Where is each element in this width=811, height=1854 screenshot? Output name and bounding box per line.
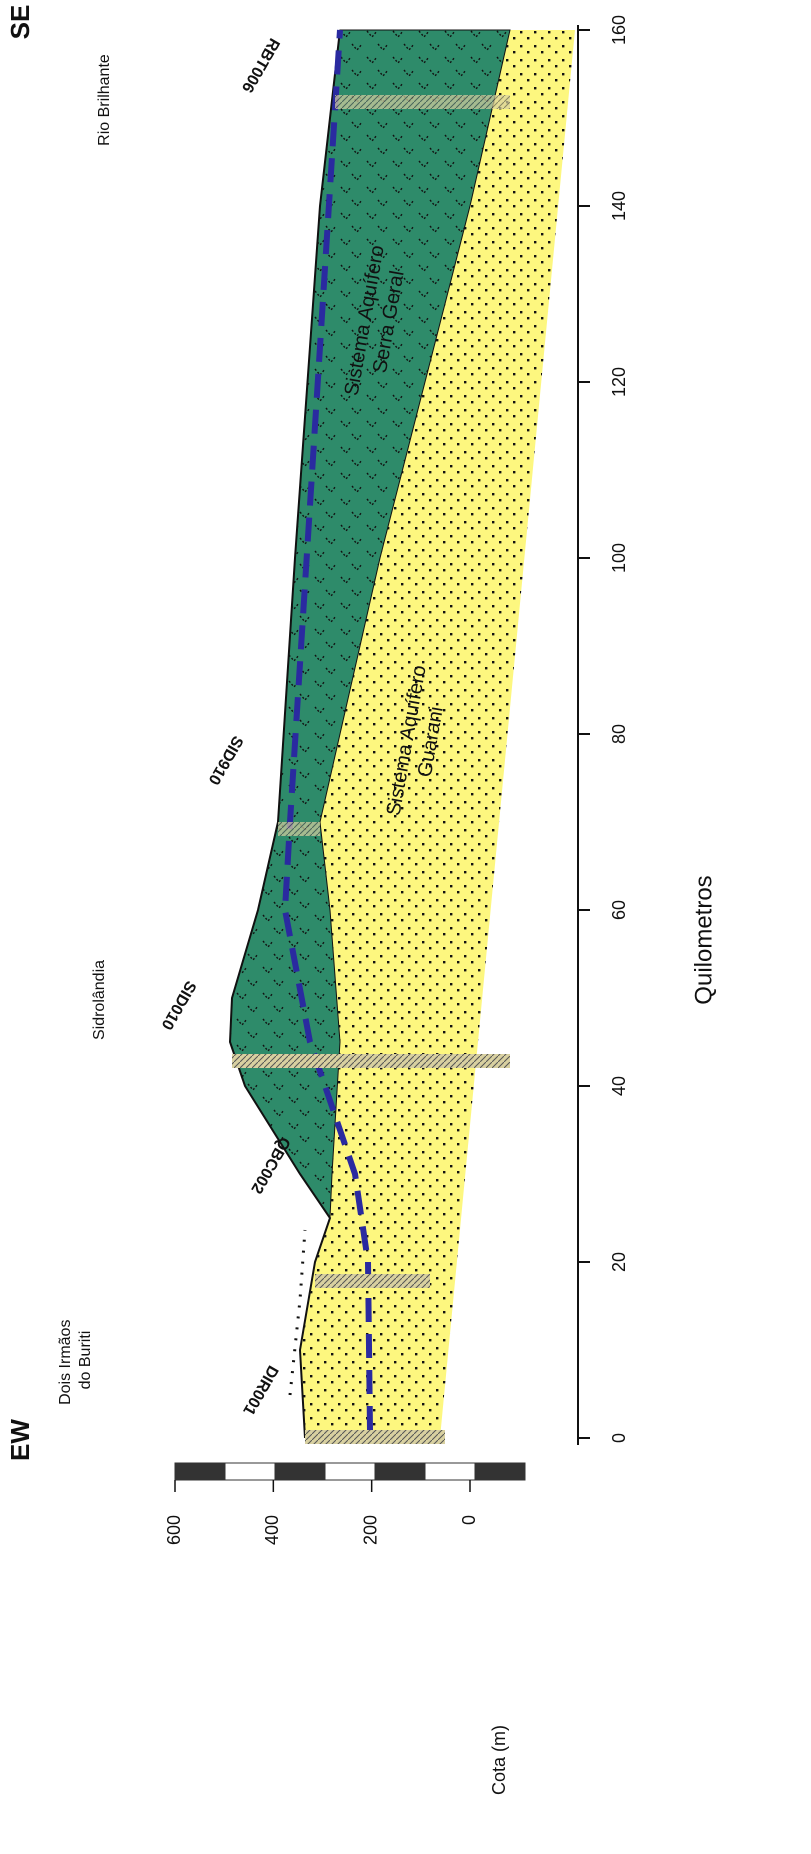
y-tick-label: 400	[262, 1515, 282, 1545]
scale-block	[325, 1463, 375, 1480]
well-label: RBT006	[238, 35, 283, 95]
x-tick-label: 60	[609, 900, 629, 920]
y-tick-label: 0	[459, 1515, 479, 1525]
scale-block	[475, 1463, 525, 1480]
scale-block	[175, 1463, 225, 1480]
y-tick-label: 200	[360, 1515, 380, 1545]
scale-block	[425, 1463, 475, 1480]
place-line: Dois Irmãos	[57, 1320, 74, 1405]
scale-block	[375, 1463, 425, 1480]
y-axis-title: Cota (m)	[489, 1725, 509, 1795]
well-label: SID010	[157, 978, 198, 1033]
x-axis-title: Quilometros	[690, 875, 717, 1004]
x-tick-label: 20	[609, 1252, 629, 1272]
place: Sidrolândia	[91, 960, 108, 1040]
place-line: do Buriti	[77, 1331, 94, 1390]
scale-block	[225, 1463, 275, 1480]
x-tick-label: 40	[609, 1076, 629, 1096]
y-tick-label: 600	[164, 1515, 184, 1545]
header-left: EW	[5, 1419, 35, 1461]
well-label: DIR001	[239, 1362, 281, 1418]
x-tick-label: 0	[609, 1433, 629, 1443]
x-tick-label: 100	[609, 543, 629, 573]
well	[232, 1054, 510, 1068]
x-tick-label: 140	[609, 191, 629, 221]
cross-section: EW SE Dois Irmãos do Buriti Sidrolândia …	[0, 0, 811, 1854]
well	[315, 1274, 430, 1288]
header-right: SE	[5, 5, 35, 40]
scale-block	[275, 1463, 325, 1480]
place: Rio Brilhante	[96, 54, 113, 146]
well-label: QBC002	[247, 1134, 293, 1197]
well	[278, 822, 320, 836]
x-tick-label: 160	[609, 15, 629, 45]
x-tick-label: 80	[609, 724, 629, 744]
well	[305, 1430, 445, 1444]
well	[335, 95, 510, 109]
well-label: SID910	[204, 733, 245, 788]
x-tick-label: 120	[609, 367, 629, 397]
place: Dois Irmãos do Buriti	[57, 1315, 94, 1405]
